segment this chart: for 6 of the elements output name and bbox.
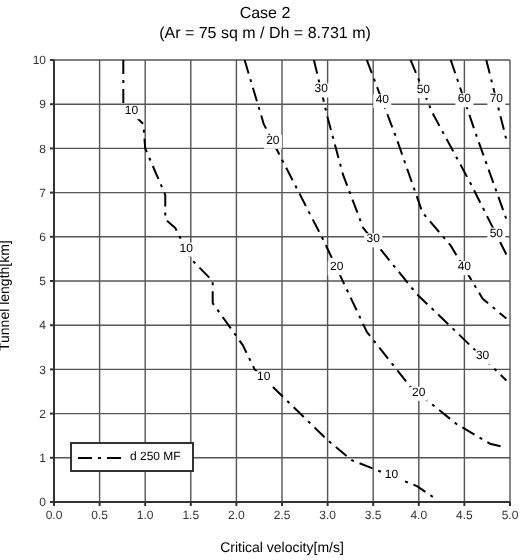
chart-subtitle: (Ar = 75 sq m / Dh = 8.731 m) (157, 24, 373, 44)
line-series (122, 60, 439, 501)
line-series (312, 60, 508, 382)
line-series (409, 60, 508, 256)
chart-title: Case 2 (237, 4, 293, 24)
line-series (365, 60, 508, 320)
